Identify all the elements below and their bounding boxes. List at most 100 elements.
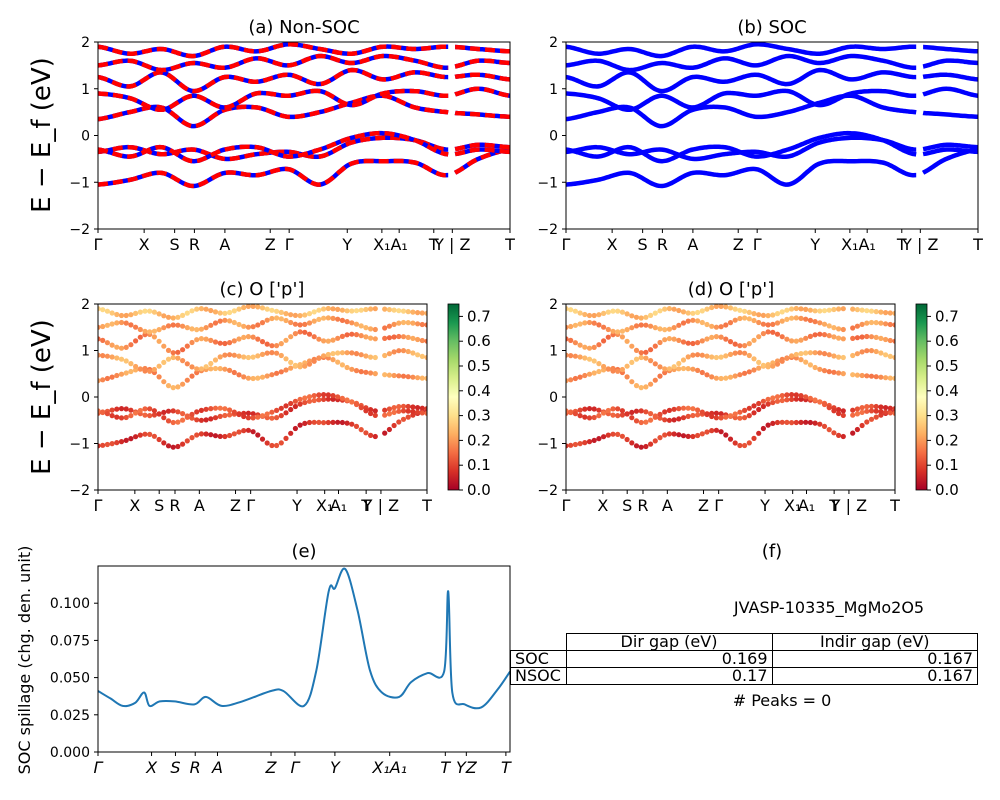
projection-point (826, 427, 832, 433)
projection-point (344, 308, 350, 314)
projection-point (718, 429, 724, 435)
projection-point (250, 304, 256, 309)
projection-point (175, 322, 181, 328)
panel-a-xtick-label: Y (341, 235, 352, 254)
projection-point (572, 441, 579, 448)
panel-a-xtick-label: Γ (94, 235, 103, 254)
panel-d-colorbar-tick-label: 0.4 (935, 382, 959, 400)
projection-point (657, 326, 663, 332)
band-line-spin-down (98, 130, 449, 164)
panel-d-ytick-label: 1 (549, 344, 558, 360)
projection-point (568, 409, 574, 415)
projection-point (601, 310, 607, 316)
projection-point (662, 306, 668, 312)
projection-point (269, 372, 275, 378)
projection-point (671, 417, 677, 423)
panel-e-xtick-label: T (440, 758, 451, 777)
panel-e-axes-frame (97, 565, 511, 753)
projection-point (274, 308, 280, 314)
projection-point (619, 412, 626, 418)
projection-point (386, 323, 392, 329)
projection-point (718, 324, 724, 330)
projection-point (353, 332, 360, 338)
projection-point (831, 408, 837, 414)
projection-point (850, 407, 856, 413)
projection-point (137, 326, 143, 333)
projection-point (180, 347, 186, 353)
projection-point (685, 405, 691, 411)
projection-point (859, 405, 865, 411)
projection-point (676, 416, 682, 422)
projection-point (245, 415, 251, 421)
projection-point (100, 409, 106, 415)
projection-point (709, 428, 715, 434)
projection-point (264, 411, 270, 417)
projection-point (170, 444, 176, 450)
projection-point (784, 397, 790, 403)
projection-point (864, 333, 870, 340)
projection-point (161, 379, 167, 385)
projection-point (236, 372, 242, 378)
panel-c-xtick-label: X (129, 496, 140, 515)
projection-point (887, 321, 893, 328)
projection-point (227, 367, 233, 373)
projection-point (605, 366, 611, 372)
projection-point (591, 370, 597, 376)
projection-point (410, 335, 416, 341)
projection-point (751, 367, 757, 373)
projection-point (100, 307, 106, 313)
projection-point (713, 334, 720, 340)
projection-point (817, 331, 823, 337)
projection-point (737, 415, 743, 421)
panel-b-xtick-label: A (687, 235, 698, 254)
projection-point (400, 416, 407, 422)
projection-point (250, 429, 256, 435)
projection-point (415, 409, 421, 415)
projection-point (330, 357, 336, 363)
projection-point (142, 412, 148, 418)
projection-point (864, 308, 870, 314)
projection-point (180, 312, 186, 318)
projection-point (288, 406, 294, 413)
projection-point (878, 409, 884, 415)
panel-c-ytick-label: −2 (69, 483, 90, 499)
projection-point (170, 419, 176, 426)
projection-point (859, 409, 865, 415)
projection-point (396, 333, 402, 340)
projection-point (704, 353, 710, 359)
panel-e-xtick-label: Y (330, 758, 341, 777)
projection-point (666, 366, 673, 372)
projection-point (774, 320, 781, 326)
projection-point (250, 334, 256, 340)
panel-d-xtick-label: A₁ (798, 496, 815, 515)
projection-point (217, 354, 223, 360)
projection-point (690, 310, 696, 316)
projection-point (732, 317, 738, 323)
projection-point (685, 310, 691, 316)
band-line-spin-down (98, 88, 449, 113)
projection-point (859, 372, 865, 379)
projection-point (98, 378, 101, 384)
panel-a-ytick-label: 0 (81, 129, 90, 145)
projection-point (297, 322, 303, 328)
band-line-spin-down (454, 110, 510, 120)
projection-point (316, 336, 322, 342)
projection-point (391, 409, 397, 415)
projection-point (321, 396, 327, 402)
projection-point (419, 337, 425, 344)
panel-b-xtick-label: T (896, 235, 907, 254)
projection-point (746, 440, 752, 446)
projection-point (699, 369, 705, 376)
projection-point (175, 409, 181, 415)
panel-b-xtick-label: X₁ (841, 235, 858, 254)
projection-point (156, 436, 162, 443)
gap-table-cell: 0.17 (565, 667, 773, 685)
projection-point (873, 309, 879, 315)
projection-point (732, 350, 738, 356)
projection-point (114, 414, 120, 420)
projection-point (803, 316, 809, 322)
projection-point (128, 413, 134, 419)
projection-point (241, 374, 247, 380)
projection-point (779, 334, 785, 340)
projection-point (156, 311, 162, 317)
